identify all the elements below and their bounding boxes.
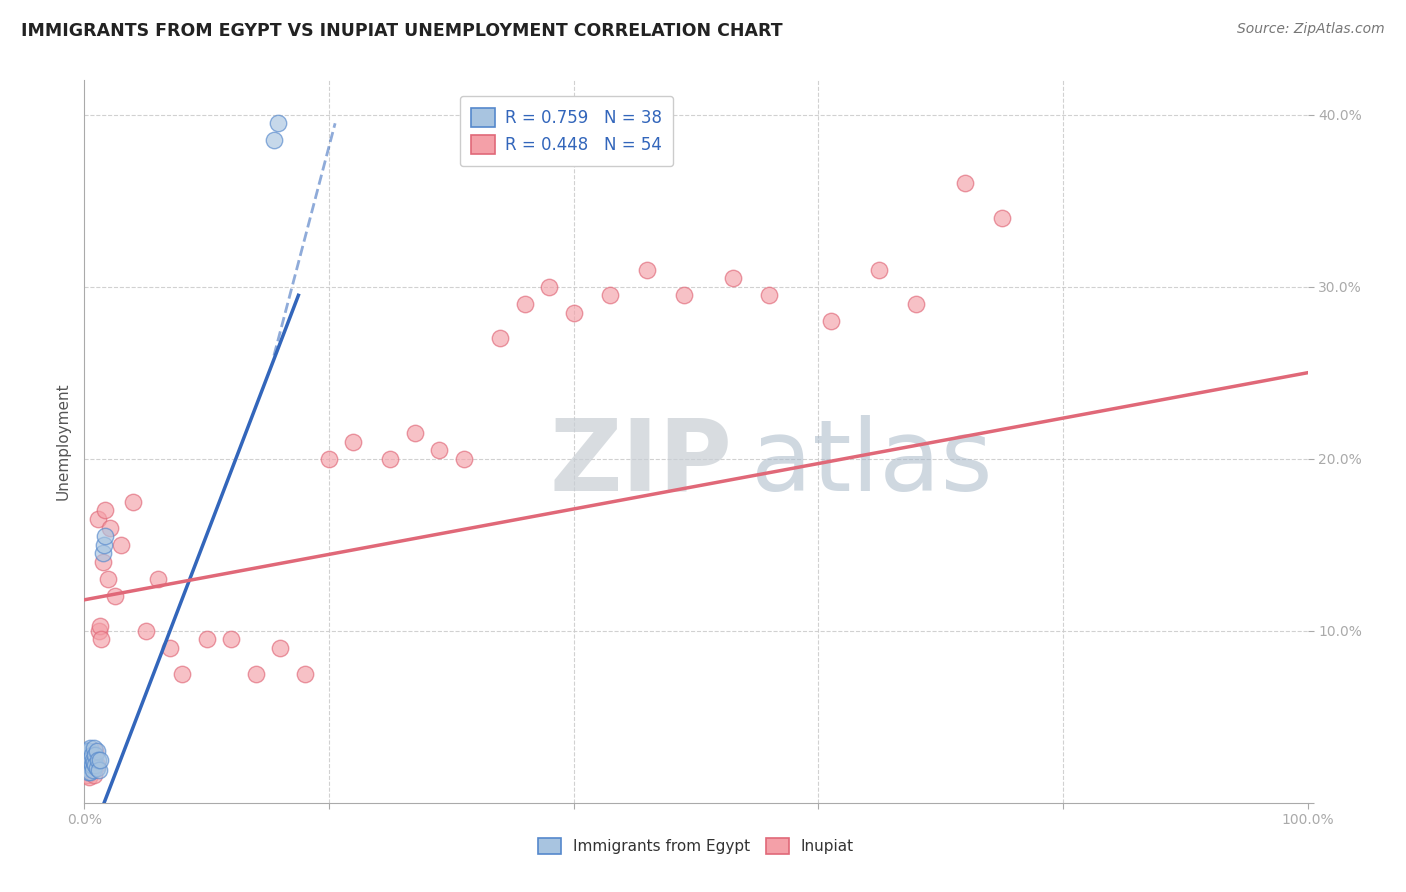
- Point: [905, 297, 928, 311]
- Point: [79, 764, 101, 779]
- Point: [84, 744, 107, 758]
- Point: [84, 758, 107, 772]
- Point: [75, 751, 97, 765]
- Text: atlas: atlas: [751, 415, 993, 512]
- Point: [80, 747, 103, 762]
- Point: [672, 288, 695, 302]
- Point: [104, 590, 127, 604]
- Point: [82, 753, 104, 767]
- Point: [75, 753, 97, 767]
- Legend: Immigrants from Egypt, Inupiat: Immigrants from Egypt, Inupiat: [531, 832, 860, 860]
- Point: [172, 666, 194, 681]
- Point: [75, 761, 97, 775]
- Point: [294, 666, 316, 681]
- Point: [77, 764, 100, 779]
- Point: [76, 747, 98, 762]
- Point: [380, 451, 402, 466]
- Point: [98, 520, 121, 534]
- Point: [135, 624, 157, 638]
- Point: [77, 761, 100, 775]
- Point: [79, 747, 101, 762]
- Point: [75, 758, 97, 772]
- Point: [245, 666, 267, 681]
- Point: [83, 740, 105, 755]
- Point: [86, 758, 108, 772]
- Point: [91, 546, 114, 560]
- Point: [76, 768, 98, 782]
- Point: [758, 288, 780, 302]
- Point: [76, 747, 98, 762]
- Point: [75, 764, 97, 779]
- Point: [110, 538, 132, 552]
- Point: [90, 632, 112, 647]
- Point: [76, 744, 98, 758]
- Point: [87, 753, 110, 767]
- Point: [83, 768, 105, 782]
- Point: [489, 331, 512, 345]
- Point: [820, 314, 842, 328]
- Point: [91, 555, 114, 569]
- Point: [404, 425, 426, 440]
- Point: [869, 262, 891, 277]
- Point: [76, 751, 98, 765]
- Point: [342, 434, 364, 449]
- Point: [721, 271, 744, 285]
- Point: [77, 753, 100, 767]
- Point: [77, 744, 100, 758]
- Point: [562, 305, 585, 319]
- Point: [122, 494, 145, 508]
- Point: [599, 288, 621, 302]
- Point: [75, 755, 97, 769]
- Point: [82, 753, 104, 767]
- Point: [87, 763, 110, 777]
- Point: [79, 753, 101, 767]
- Y-axis label: Unemployment: Unemployment: [55, 383, 70, 500]
- Point: [80, 758, 103, 772]
- Point: [77, 744, 100, 758]
- Point: [75, 744, 97, 758]
- Point: [219, 632, 242, 647]
- Point: [146, 572, 169, 586]
- Point: [87, 512, 110, 526]
- Point: [77, 758, 100, 772]
- Point: [87, 624, 110, 638]
- Text: IMMIGRANTS FROM EGYPT VS INUPIAT UNEMPLOYMENT CORRELATION CHART: IMMIGRANTS FROM EGYPT VS INUPIAT UNEMPLO…: [21, 22, 783, 40]
- Point: [79, 740, 101, 755]
- Point: [77, 744, 100, 758]
- Point: [953, 177, 976, 191]
- Point: [513, 297, 536, 311]
- Point: [318, 451, 340, 466]
- Point: [93, 538, 115, 552]
- Point: [82, 763, 104, 777]
- Point: [991, 211, 1014, 225]
- Point: [159, 640, 181, 655]
- Point: [86, 744, 108, 758]
- Point: [195, 632, 218, 647]
- Point: [77, 770, 100, 784]
- Point: [94, 529, 117, 543]
- Point: [76, 755, 98, 769]
- Point: [89, 618, 111, 632]
- Point: [83, 755, 105, 769]
- Point: [269, 640, 291, 655]
- Point: [77, 751, 100, 765]
- Point: [84, 747, 107, 762]
- Point: [77, 753, 100, 767]
- Point: [636, 262, 658, 277]
- Point: [97, 572, 120, 586]
- Point: [86, 761, 108, 775]
- Text: Source: ZipAtlas.com: Source: ZipAtlas.com: [1237, 22, 1385, 37]
- Point: [89, 753, 111, 767]
- Point: [266, 116, 288, 130]
- Point: [538, 279, 561, 293]
- Point: [94, 503, 117, 517]
- Point: [453, 451, 475, 466]
- Point: [263, 133, 285, 147]
- Point: [75, 747, 97, 762]
- Text: ZIP: ZIP: [550, 415, 733, 512]
- Point: [80, 758, 103, 772]
- Point: [427, 443, 450, 458]
- Point: [76, 758, 98, 772]
